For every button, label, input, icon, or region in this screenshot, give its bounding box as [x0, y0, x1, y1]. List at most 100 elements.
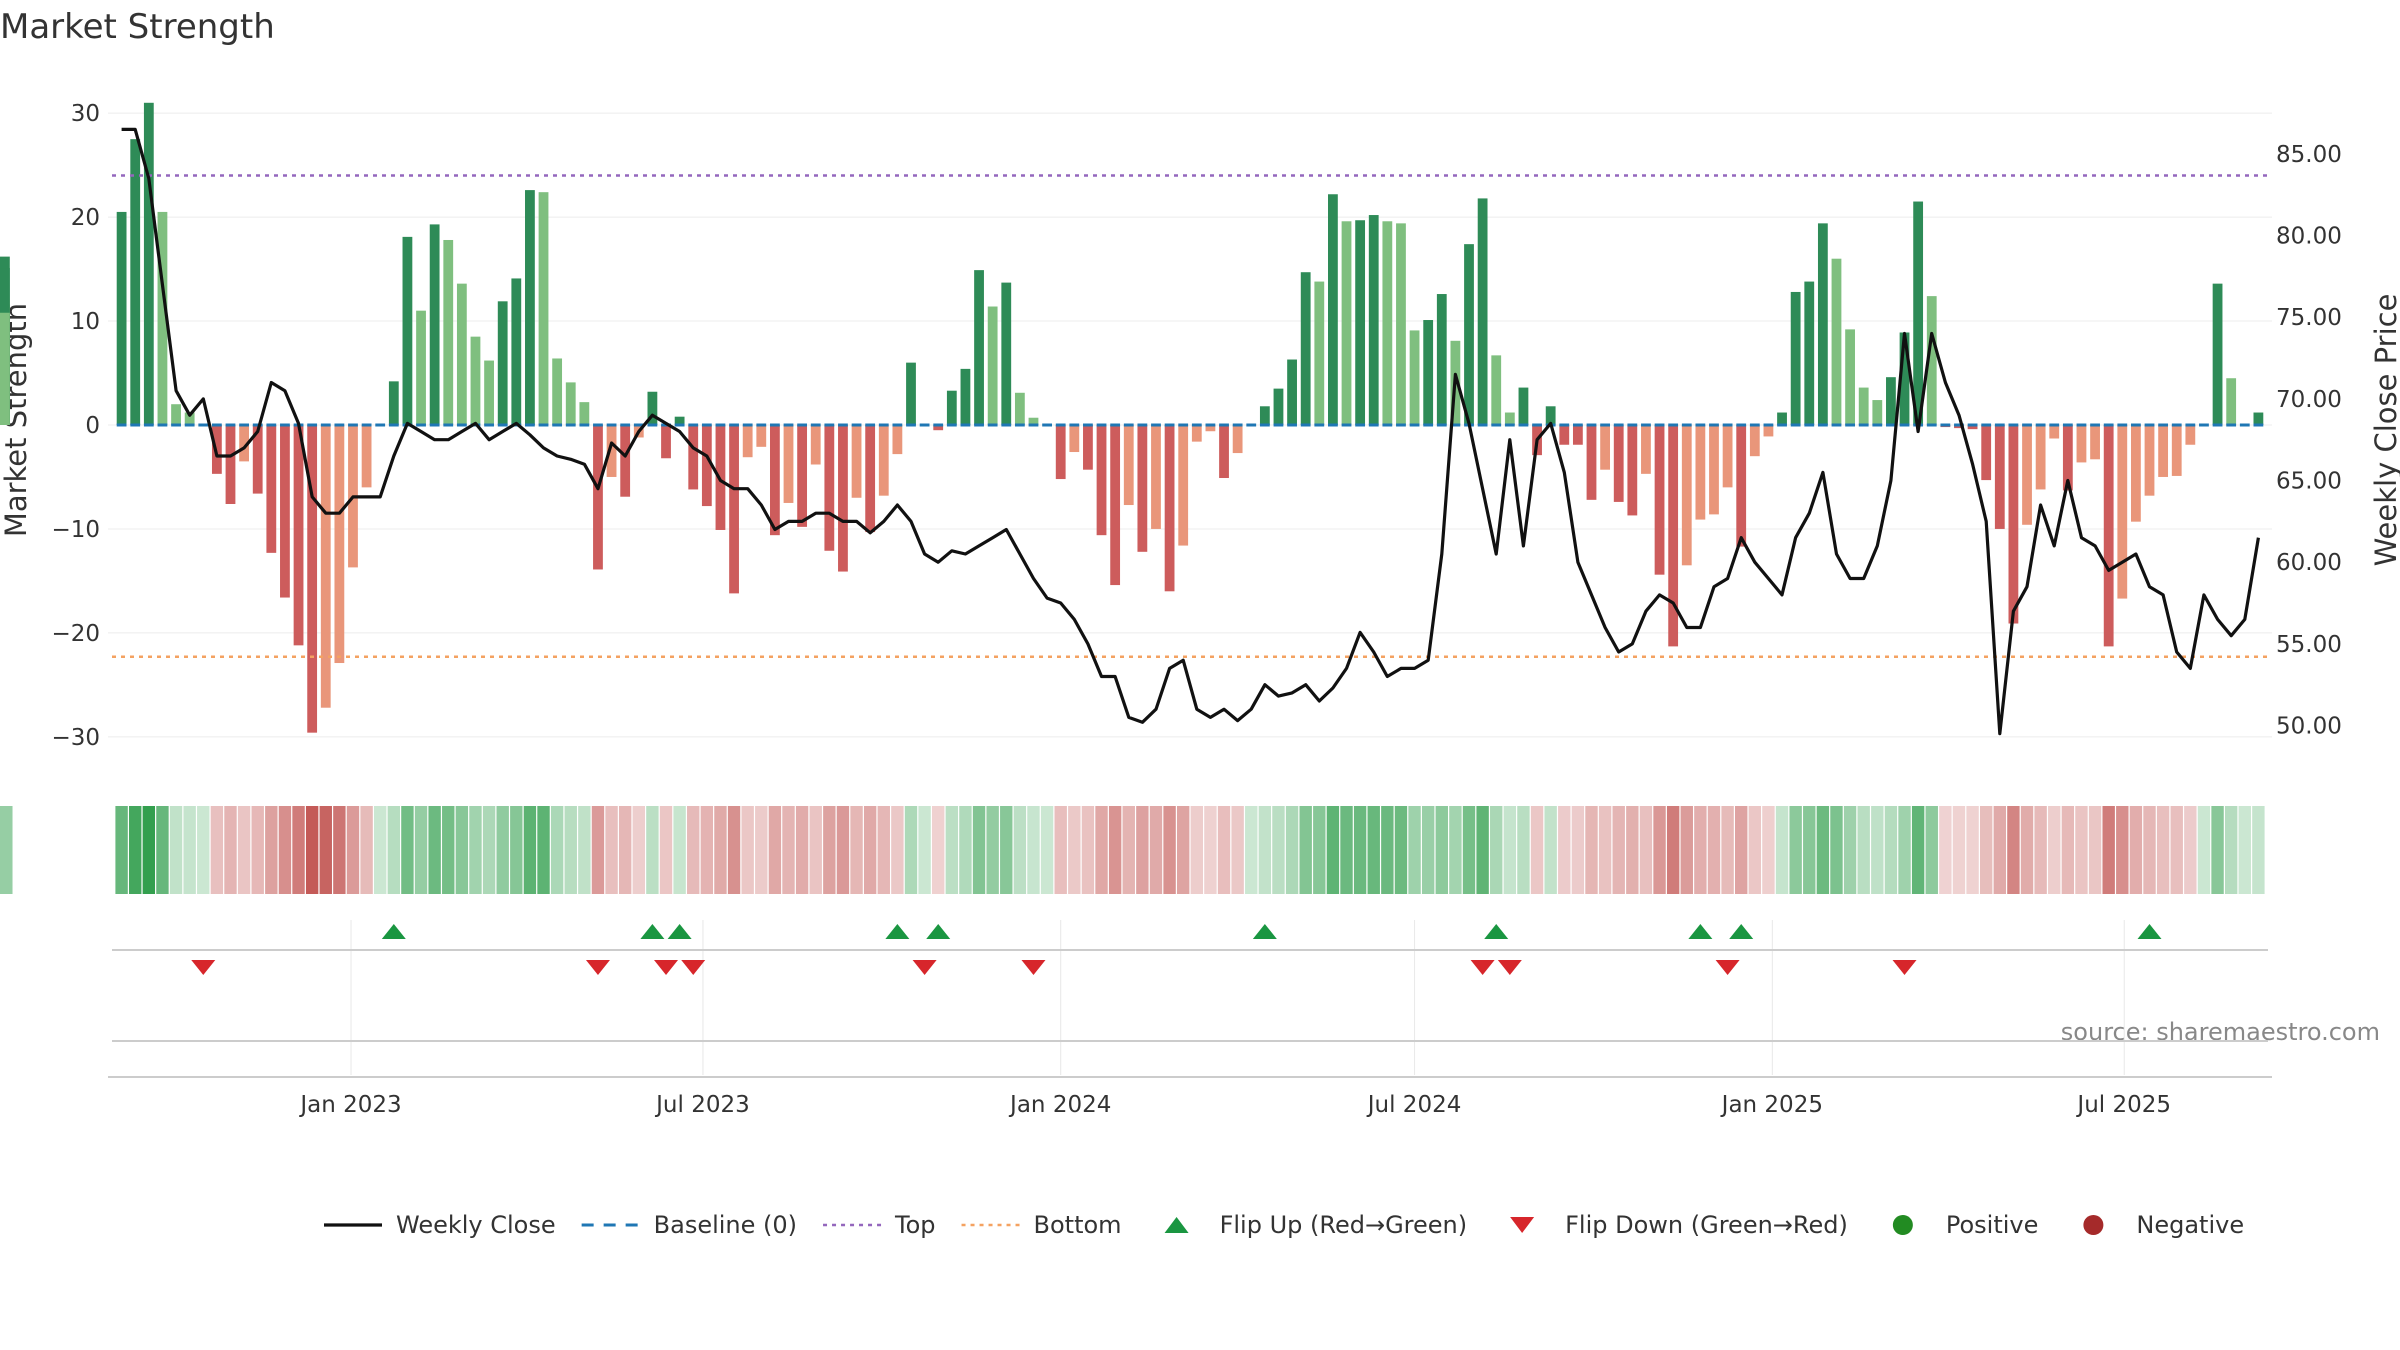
- strength-bar: [1382, 221, 1393, 425]
- heat-cell: [809, 806, 822, 894]
- strength-bar: [2035, 425, 2046, 490]
- strength-bar: [1627, 425, 1638, 516]
- heat-cell: [863, 806, 877, 894]
- heat-cell: [618, 806, 632, 894]
- strength-bar: [1899, 332, 1910, 425]
- y2-tick-label: 70.00: [2276, 387, 2342, 413]
- strength-bar: [2049, 425, 2060, 439]
- strength-bar: [1845, 329, 1855, 425]
- strength-bar: [892, 425, 903, 455]
- strength-bar: [2171, 425, 2182, 476]
- flip-up-marker: [1484, 924, 1509, 939]
- strength-bar: [0, 312, 10, 425]
- heat-cell: [1013, 806, 1027, 894]
- heat-cell: [972, 806, 986, 894]
- heat-cell: [428, 806, 441, 894]
- heat-cell: [1775, 806, 1789, 894]
- strength-bar: [443, 239, 454, 425]
- strength-bar: [1232, 425, 1243, 454]
- heat-cell: [1748, 806, 1762, 894]
- legend-swatch-negative: [2083, 1215, 2104, 1235]
- heat-cell: [2075, 806, 2088, 894]
- heat-cell: [237, 806, 251, 894]
- strength-bar: [1681, 425, 1692, 566]
- strength-bar: [143, 102, 154, 426]
- heat-cell: [482, 806, 496, 894]
- heat-cell: [224, 806, 237, 894]
- heat-cell: [2129, 806, 2143, 894]
- flip-down-marker: [912, 960, 937, 975]
- strength-bar: [810, 425, 821, 465]
- legend-item-flip_up: Flip Up (Red→Green): [1164, 1211, 1467, 1239]
- strength-bar: [838, 425, 848, 572]
- heat-cell: [1558, 806, 1571, 894]
- heat-cell: [469, 806, 482, 894]
- legend-swatch-flip-up: [1164, 1217, 1189, 1233]
- strength-bar: [1858, 387, 1869, 425]
- heat-cell: [2102, 806, 2115, 894]
- heat-cell: [1394, 806, 1408, 894]
- flip-markers: [191, 924, 2162, 975]
- y-tick-label: −10: [51, 517, 100, 543]
- strength-heat-strip: [0, 806, 2265, 894]
- strength-bars: [0, 102, 2264, 733]
- strength-bar: [1409, 330, 1420, 425]
- strength-bar: [756, 425, 767, 447]
- strength-bar: [334, 425, 345, 664]
- flip-down-marker: [1892, 960, 1917, 975]
- heat-cell: [156, 806, 169, 894]
- heat-cell: [1149, 806, 1163, 894]
- strength-bar: [824, 425, 835, 551]
- legend-swatch-positive: [1892, 1215, 1913, 1235]
- strength-bar: [878, 425, 889, 496]
- strength-bar: [429, 224, 440, 425]
- heat-cell: [795, 806, 809, 894]
- strength-bar: [1464, 244, 1474, 425]
- heat-cell: [1435, 806, 1448, 894]
- strength-bar: [1164, 425, 1175, 592]
- strength-bar: [1014, 392, 1025, 425]
- legend-item-flip_down: Flip Down (Green→Red): [1510, 1211, 1848, 1239]
- heat-cell: [1993, 806, 2007, 894]
- strength-bar: [1777, 412, 1787, 425]
- y2-tick-label: 80.00: [2276, 224, 2342, 250]
- heat-cell: [2184, 806, 2197, 894]
- strength-bar: [1736, 425, 1747, 547]
- y2-tick-label: 60.00: [2276, 550, 2342, 576]
- strength-bar: [1055, 425, 1066, 480]
- heat-cell: [1979, 806, 1993, 894]
- heat-cell: [1421, 806, 1435, 894]
- strength-bar: [1695, 425, 1706, 520]
- strength-bar: [1872, 400, 1883, 425]
- heat-cell: [169, 806, 183, 894]
- strength-bar: [1709, 425, 1719, 515]
- strength-bar: [184, 412, 195, 425]
- strength-bar: [1926, 296, 1937, 425]
- legend-label: Bottom: [1034, 1211, 1122, 1239]
- heat-cell: [1408, 806, 1421, 894]
- heat-cell: [292, 806, 305, 894]
- heat-cell: [346, 806, 360, 894]
- y2-tick-label: 85.00: [2276, 142, 2342, 168]
- heat-cell: [918, 806, 931, 894]
- strength-bar: [1491, 355, 1502, 425]
- heat-cell: [1299, 806, 1312, 894]
- strength-bar: [1300, 272, 1311, 425]
- strength-bar: [1069, 425, 1080, 453]
- strength-bar: [320, 425, 331, 708]
- flip-up-marker: [2137, 924, 2162, 939]
- heat-cell: [1163, 806, 1176, 894]
- strength-bar: [361, 425, 372, 488]
- heat-cell: [387, 806, 401, 894]
- heat-cell: [333, 806, 346, 894]
- strength-bar: [1328, 194, 1338, 425]
- strength-bar: [1151, 425, 1161, 529]
- heat-cell: [142, 806, 156, 894]
- heat-cell: [1653, 806, 1666, 894]
- flip-up-marker: [926, 924, 951, 939]
- strength-bar: [252, 425, 263, 494]
- strength-bar: [157, 211, 168, 425]
- legend-item-top: Top: [823, 1211, 936, 1239]
- heat-cell: [1871, 806, 1884, 894]
- heat-cell: [564, 806, 577, 894]
